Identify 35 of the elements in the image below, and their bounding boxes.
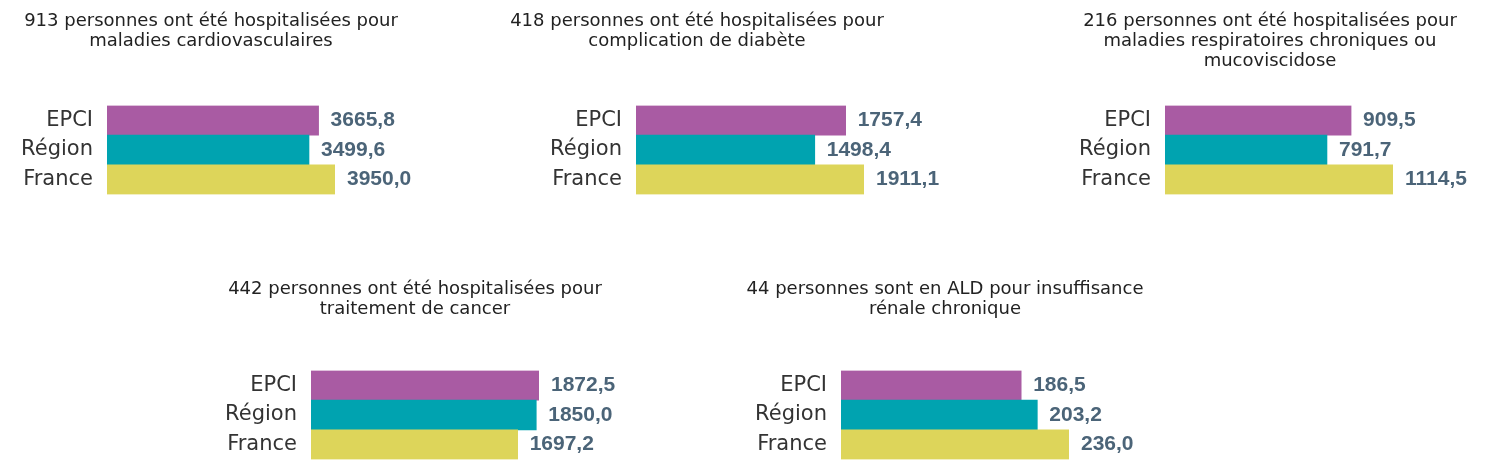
data-label: 1498,4 bbox=[826, 136, 892, 160]
y-tick-label: Région bbox=[21, 136, 93, 161]
data-label: 1911,1 bbox=[876, 166, 940, 190]
data-label: 3499,6 bbox=[321, 136, 386, 160]
data-label: 1697,2 bbox=[529, 431, 594, 455]
y-tick-label: Région bbox=[755, 401, 827, 426]
chart-title: 913 personnes ont été hospitalisées pour maladies cardiovasculaires bbox=[23, 9, 399, 50]
data-label: 909,5 bbox=[1363, 107, 1416, 131]
y-tick-label: France bbox=[552, 166, 622, 191]
y-tick-label: EPCI bbox=[250, 371, 297, 396]
data-label: 3665,8 bbox=[330, 107, 396, 131]
chart-title: 442 personnes ont été hospitalisées pour traitement de cancer bbox=[227, 277, 603, 318]
y-tick-label: EPCI bbox=[1104, 106, 1151, 131]
y-tick-label: Région bbox=[550, 136, 622, 161]
y-tick-label: France bbox=[757, 431, 827, 456]
y-tick-label: France bbox=[23, 166, 93, 191]
y-tick-label: EPCI bbox=[780, 371, 827, 396]
data-label: 1757,4 bbox=[857, 107, 923, 131]
data-label: 1114,5 bbox=[1405, 166, 1468, 190]
data-label: 3950,0 bbox=[347, 166, 412, 190]
y-tick-label: France bbox=[227, 431, 297, 456]
data-label: 1850,0 bbox=[548, 401, 613, 425]
data-label: 1872,5 bbox=[551, 372, 616, 396]
y-tick-label: France bbox=[1081, 166, 1151, 191]
data-label: 203,2 bbox=[1049, 401, 1102, 425]
y-tick-label: Région bbox=[225, 401, 297, 426]
data-label: 186,5 bbox=[1033, 372, 1087, 396]
data-label: 236,0 bbox=[1081, 431, 1134, 455]
chart-title: 418 personnes ont été hospitalisées pour complication de diabète bbox=[509, 9, 885, 50]
y-tick-label: Région bbox=[1079, 136, 1151, 161]
chart-title: 44 personnes sont en ALD pour insuffisance rénale chronique bbox=[745, 277, 1145, 318]
chart-title: 216 personnes ont été hospitalisées pour maladies respiratoires chroniques ou mucoviscidose bbox=[1082, 9, 1458, 70]
data-label: 791,7 bbox=[1338, 136, 1392, 160]
y-tick-label: EPCI bbox=[46, 106, 93, 131]
y-tick-label: EPCI bbox=[575, 106, 622, 131]
